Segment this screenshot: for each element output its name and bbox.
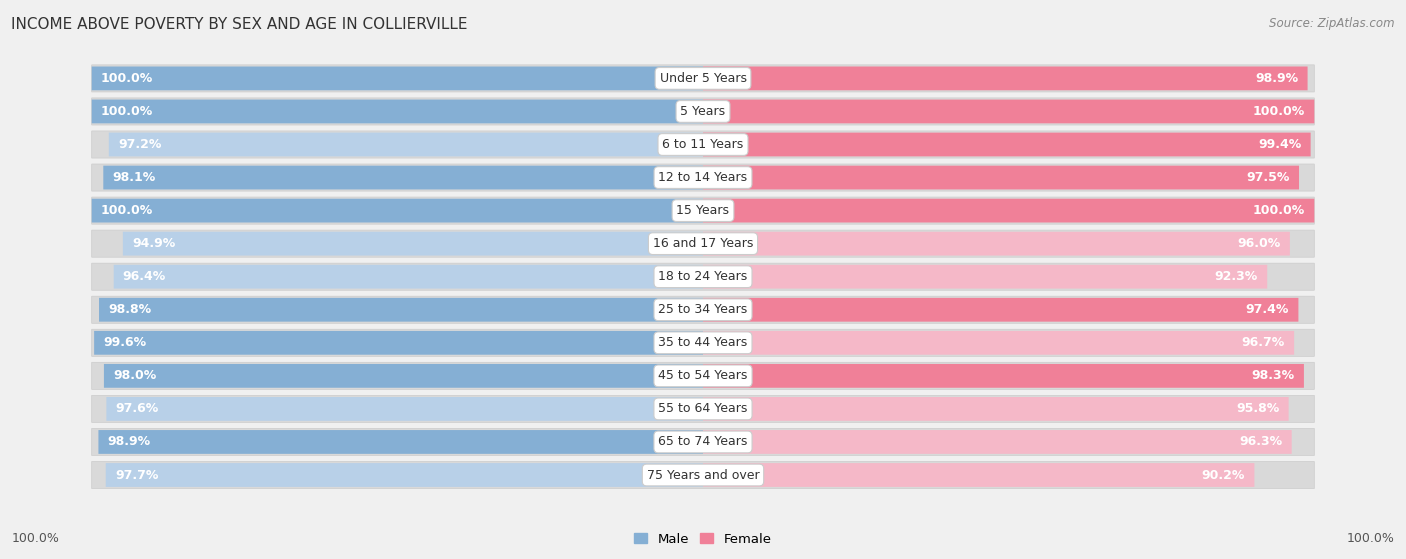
FancyBboxPatch shape <box>703 265 1267 288</box>
Text: 94.9%: 94.9% <box>132 237 176 250</box>
Text: 100.0%: 100.0% <box>1253 105 1305 118</box>
Text: 99.6%: 99.6% <box>103 337 146 349</box>
FancyBboxPatch shape <box>91 100 703 124</box>
FancyBboxPatch shape <box>703 298 1298 321</box>
FancyBboxPatch shape <box>703 364 1303 388</box>
Text: 5 Years: 5 Years <box>681 105 725 118</box>
FancyBboxPatch shape <box>108 132 703 157</box>
Text: 65 to 74 Years: 65 to 74 Years <box>658 435 748 448</box>
FancyBboxPatch shape <box>703 232 1289 255</box>
FancyBboxPatch shape <box>104 364 703 388</box>
FancyBboxPatch shape <box>91 67 703 91</box>
Text: INCOME ABOVE POVERTY BY SEX AND AGE IN COLLIERVILLE: INCOME ABOVE POVERTY BY SEX AND AGE IN C… <box>11 17 468 32</box>
FancyBboxPatch shape <box>91 164 1315 191</box>
Text: 92.3%: 92.3% <box>1215 270 1258 283</box>
Text: 12 to 14 Years: 12 to 14 Years <box>658 171 748 184</box>
Text: 16 and 17 Years: 16 and 17 Years <box>652 237 754 250</box>
FancyBboxPatch shape <box>91 65 1315 92</box>
FancyBboxPatch shape <box>703 67 1308 91</box>
Text: 98.0%: 98.0% <box>112 369 156 382</box>
Legend: Male, Female: Male, Female <box>628 527 778 551</box>
Text: 97.2%: 97.2% <box>118 138 162 151</box>
FancyBboxPatch shape <box>703 100 1315 124</box>
Text: 100.0%: 100.0% <box>1253 204 1305 217</box>
FancyBboxPatch shape <box>703 397 1289 421</box>
FancyBboxPatch shape <box>91 230 1315 257</box>
FancyBboxPatch shape <box>98 430 703 454</box>
Text: 55 to 64 Years: 55 to 64 Years <box>658 402 748 415</box>
Text: 95.8%: 95.8% <box>1236 402 1279 415</box>
Text: 96.0%: 96.0% <box>1237 237 1281 250</box>
Text: 96.3%: 96.3% <box>1240 435 1282 448</box>
Text: 100.0%: 100.0% <box>1347 532 1395 545</box>
FancyBboxPatch shape <box>91 131 1315 158</box>
Text: 6 to 11 Years: 6 to 11 Years <box>662 138 744 151</box>
FancyBboxPatch shape <box>98 298 703 321</box>
Text: 35 to 44 Years: 35 to 44 Years <box>658 337 748 349</box>
FancyBboxPatch shape <box>703 331 1294 355</box>
Text: 100.0%: 100.0% <box>101 105 153 118</box>
Text: 96.4%: 96.4% <box>122 270 166 283</box>
FancyBboxPatch shape <box>91 395 1315 423</box>
Text: 97.6%: 97.6% <box>115 402 159 415</box>
FancyBboxPatch shape <box>703 430 1292 454</box>
FancyBboxPatch shape <box>91 329 1315 356</box>
Text: 15 Years: 15 Years <box>676 204 730 217</box>
Text: 97.5%: 97.5% <box>1247 171 1289 184</box>
FancyBboxPatch shape <box>122 232 703 255</box>
FancyBboxPatch shape <box>91 462 1315 489</box>
Text: 18 to 24 Years: 18 to 24 Years <box>658 270 748 283</box>
Text: 97.7%: 97.7% <box>115 468 159 481</box>
FancyBboxPatch shape <box>91 362 1315 390</box>
Text: 98.1%: 98.1% <box>112 171 156 184</box>
Text: 98.3%: 98.3% <box>1251 369 1295 382</box>
Text: 45 to 54 Years: 45 to 54 Years <box>658 369 748 382</box>
FancyBboxPatch shape <box>94 331 703 355</box>
FancyBboxPatch shape <box>703 463 1254 487</box>
Text: 99.4%: 99.4% <box>1258 138 1302 151</box>
Text: 90.2%: 90.2% <box>1202 468 1246 481</box>
Text: 100.0%: 100.0% <box>101 72 153 85</box>
FancyBboxPatch shape <box>91 263 1315 290</box>
Text: 98.8%: 98.8% <box>108 303 152 316</box>
FancyBboxPatch shape <box>105 463 703 487</box>
Text: 97.4%: 97.4% <box>1246 303 1289 316</box>
Text: 100.0%: 100.0% <box>11 532 59 545</box>
Text: Source: ZipAtlas.com: Source: ZipAtlas.com <box>1270 17 1395 30</box>
FancyBboxPatch shape <box>91 98 1315 125</box>
FancyBboxPatch shape <box>91 428 1315 456</box>
FancyBboxPatch shape <box>91 296 1315 323</box>
Text: 25 to 34 Years: 25 to 34 Years <box>658 303 748 316</box>
FancyBboxPatch shape <box>703 132 1310 157</box>
Text: 98.9%: 98.9% <box>108 435 150 448</box>
FancyBboxPatch shape <box>107 397 703 421</box>
FancyBboxPatch shape <box>114 265 703 288</box>
Text: 100.0%: 100.0% <box>101 204 153 217</box>
FancyBboxPatch shape <box>703 198 1315 222</box>
Text: 75 Years and over: 75 Years and over <box>647 468 759 481</box>
Text: 98.9%: 98.9% <box>1256 72 1298 85</box>
Text: Under 5 Years: Under 5 Years <box>659 72 747 85</box>
FancyBboxPatch shape <box>103 165 703 190</box>
FancyBboxPatch shape <box>91 197 1315 224</box>
FancyBboxPatch shape <box>703 165 1299 190</box>
Text: 96.7%: 96.7% <box>1241 337 1285 349</box>
FancyBboxPatch shape <box>91 198 703 222</box>
